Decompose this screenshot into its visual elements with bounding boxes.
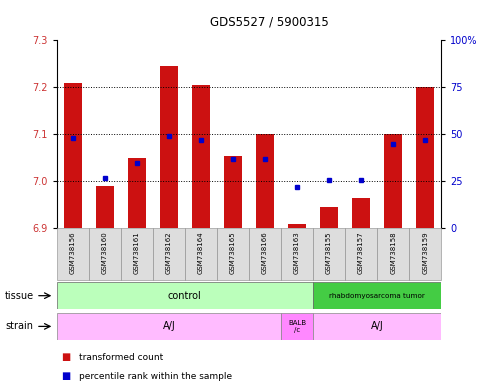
Text: GDS5527 / 5900315: GDS5527 / 5900315: [210, 16, 328, 29]
Bar: [57, 228, 89, 280]
Bar: [192, 85, 210, 228]
Bar: [288, 224, 306, 228]
Text: strain: strain: [5, 321, 33, 331]
Text: A/J: A/J: [163, 321, 175, 331]
Text: GSM738166: GSM738166: [262, 231, 268, 274]
Bar: [352, 198, 370, 228]
Bar: [320, 207, 338, 228]
Bar: [256, 134, 274, 228]
Bar: [345, 228, 377, 280]
Bar: [224, 156, 242, 228]
Text: GSM738158: GSM738158: [390, 231, 396, 274]
Text: GSM738165: GSM738165: [230, 231, 236, 274]
Bar: [160, 66, 177, 228]
Bar: [64, 83, 81, 228]
Text: GSM738162: GSM738162: [166, 231, 172, 274]
Text: BALB
/c: BALB /c: [288, 320, 306, 333]
Bar: [96, 186, 113, 228]
Bar: [313, 313, 441, 340]
Text: GSM738164: GSM738164: [198, 231, 204, 274]
Text: ■: ■: [62, 371, 71, 381]
Text: GSM738157: GSM738157: [358, 231, 364, 274]
Bar: [153, 228, 185, 280]
Text: A/J: A/J: [371, 321, 384, 331]
Text: rhabdomyosarcoma tumor: rhabdomyosarcoma tumor: [329, 293, 425, 299]
Bar: [217, 228, 249, 280]
Bar: [313, 282, 441, 309]
Bar: [281, 228, 313, 280]
Bar: [249, 228, 281, 280]
Bar: [377, 228, 409, 280]
Bar: [128, 158, 145, 228]
Text: ■: ■: [62, 352, 71, 362]
Bar: [313, 228, 345, 280]
Bar: [281, 313, 313, 340]
Bar: [121, 228, 153, 280]
Text: GSM738156: GSM738156: [70, 231, 76, 274]
Text: GSM738155: GSM738155: [326, 231, 332, 273]
Text: control: control: [168, 291, 202, 301]
Bar: [385, 134, 402, 228]
Text: percentile rank within the sample: percentile rank within the sample: [79, 372, 232, 381]
Bar: [417, 87, 434, 228]
Text: GSM738159: GSM738159: [422, 231, 428, 274]
Bar: [409, 228, 441, 280]
Text: GSM738160: GSM738160: [102, 231, 108, 274]
Text: transformed count: transformed count: [79, 353, 163, 362]
Text: tissue: tissue: [5, 291, 34, 301]
Text: GSM738161: GSM738161: [134, 231, 140, 274]
Bar: [89, 228, 121, 280]
Bar: [57, 313, 281, 340]
Bar: [185, 228, 217, 280]
Text: GSM738163: GSM738163: [294, 231, 300, 274]
Bar: [57, 282, 313, 309]
